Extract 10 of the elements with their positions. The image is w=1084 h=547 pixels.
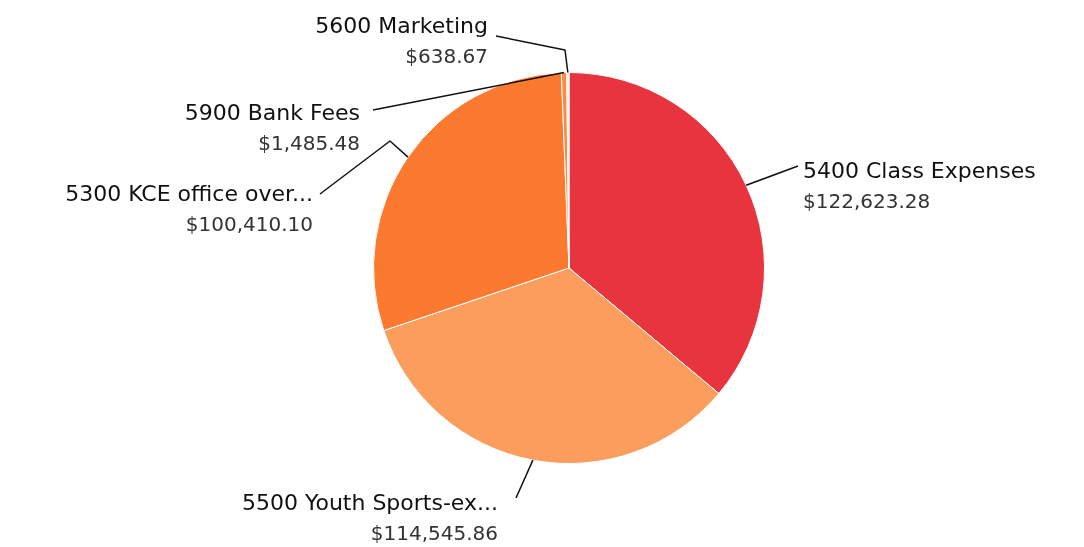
slice-label: 5400 Class Expenses xyxy=(803,157,1036,183)
data-label: $114,545.86 xyxy=(370,521,498,546)
slice-label: 5900 Bank Fees xyxy=(184,99,360,125)
data-label: $638.67 xyxy=(405,44,488,69)
slice-label: 5500 Youth Sports-ex... xyxy=(241,489,498,515)
slice-label: 5300 KCE office over... xyxy=(65,180,313,206)
data-label: $100,410.10 xyxy=(185,212,313,237)
data-label: $1,485.48 xyxy=(258,131,360,156)
data-label: $122,623.28 xyxy=(803,189,931,214)
slice-label: 5600 Marketing xyxy=(315,12,488,38)
